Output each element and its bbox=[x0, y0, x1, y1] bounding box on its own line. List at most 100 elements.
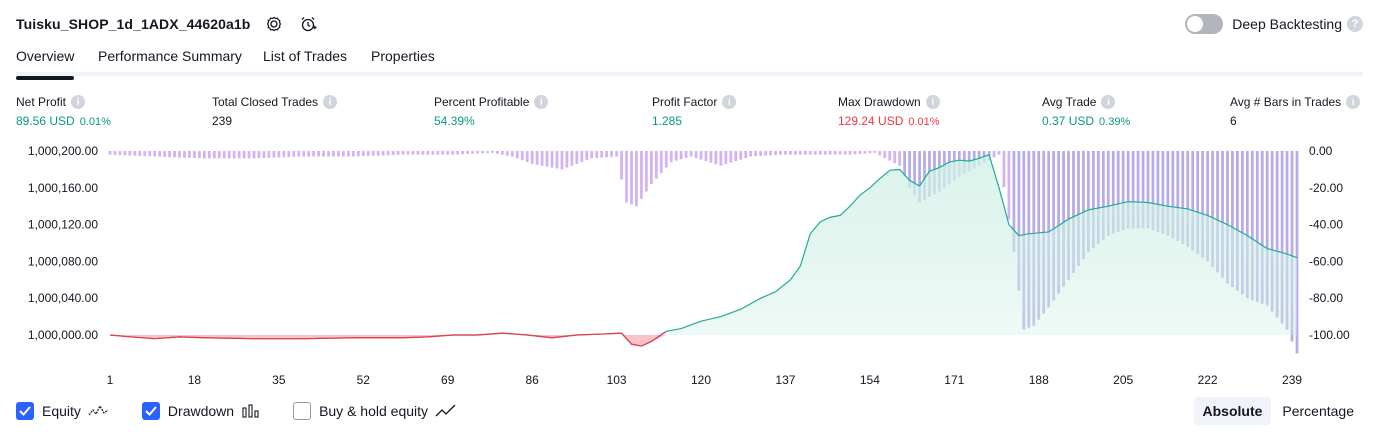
drawdown-bar bbox=[515, 151, 519, 159]
legend-label: Drawdown bbox=[167, 403, 235, 419]
drawdown-bar bbox=[808, 151, 812, 155]
drawdown-bar bbox=[337, 151, 340, 157]
drawdown-bar bbox=[346, 151, 350, 157]
checkbox-checked[interactable] bbox=[16, 402, 34, 420]
mode-percentage-button[interactable]: Percentage bbox=[1282, 403, 1354, 419]
metric-label: Percent Profitable bbox=[434, 95, 530, 109]
drawdown-bar bbox=[719, 151, 723, 166]
drawdown-bar bbox=[1072, 151, 1075, 273]
drawdown-bar bbox=[1265, 151, 1269, 306]
drawdown-bar bbox=[207, 151, 211, 159]
mode-absolute-button[interactable]: Absolute bbox=[1193, 397, 1272, 425]
drawdown-bar bbox=[873, 151, 877, 153]
drawdown-bar bbox=[361, 151, 365, 157]
x-axis-tick-label: 205 bbox=[1113, 373, 1133, 387]
info-icon[interactable]: i bbox=[1346, 95, 1361, 109]
help-icon[interactable]: ? bbox=[1347, 16, 1363, 32]
drawdown-bar bbox=[893, 151, 897, 164]
x-axis-tick-label: 86 bbox=[525, 373, 539, 387]
x-axis-tick-label: 188 bbox=[1029, 373, 1049, 387]
metric-percent: 0.01% bbox=[79, 116, 111, 128]
drawdown-bar bbox=[779, 151, 782, 155]
drawdown-bar bbox=[823, 151, 827, 155]
report-header: Tuisku_SHOP_1d_1ADX_44620a1b bbox=[16, 12, 318, 36]
drawdown-bar bbox=[729, 151, 733, 163]
metric-value: 1.285 bbox=[652, 114, 683, 128]
metric-label: Net Profit bbox=[16, 95, 67, 109]
drawdown-bar bbox=[1280, 151, 1284, 324]
drawdown-bar bbox=[898, 151, 902, 166]
drawdown-bar bbox=[585, 151, 589, 161]
drawdown-bar bbox=[1216, 151, 1219, 273]
drawdown-bar bbox=[644, 151, 648, 192]
drawdown-bar bbox=[505, 151, 509, 156]
drawdown-bar bbox=[183, 151, 186, 158]
drawdown-bar bbox=[138, 151, 142, 156]
drawdown-bar bbox=[600, 151, 604, 158]
info-icon[interactable]: i bbox=[925, 95, 940, 109]
drawdown-bar bbox=[342, 151, 345, 157]
drawdown-bar bbox=[1290, 151, 1294, 342]
tab-properties[interactable]: Properties bbox=[371, 48, 435, 64]
equity-area bbox=[110, 154, 1297, 335]
metric-label: Total Closed Trades bbox=[212, 95, 319, 109]
checkbox-unchecked[interactable] bbox=[293, 402, 312, 420]
legend-drawdown[interactable]: Drawdown bbox=[141, 402, 261, 420]
tab-overview[interactable]: Overview bbox=[16, 48, 75, 80]
drawdown-bar bbox=[654, 151, 658, 179]
drawdown-bar bbox=[128, 151, 132, 156]
drawdown-bar bbox=[227, 151, 231, 159]
alarm-clock-plus-icon[interactable] bbox=[298, 14, 318, 34]
checkbox-checked[interactable] bbox=[141, 402, 160, 420]
drawdown-bar bbox=[133, 151, 137, 156]
drawdown-bar bbox=[332, 151, 335, 157]
metric-percent-profitable: Percent Profitable i 54.39% bbox=[434, 94, 549, 130]
drawdown-bar bbox=[520, 151, 524, 161]
drawdown-bar bbox=[1295, 151, 1299, 354]
drawdown-bar bbox=[456, 151, 460, 155]
drawdown-bar bbox=[843, 151, 847, 155]
legend-buy-hold[interactable]: Buy & hold equity bbox=[293, 402, 457, 420]
equity-drawdown-chart[interactable]: 1,000,200.00 1,000,160.00 1,000,120.00 1,00… bbox=[0, 140, 1379, 390]
drawdown-bar bbox=[913, 151, 916, 196]
drawdown-bar bbox=[217, 151, 221, 159]
tab-performance-summary[interactable]: Performance Summary bbox=[98, 48, 242, 64]
drawdown-bar bbox=[436, 151, 440, 155]
drawdown-bar bbox=[888, 151, 892, 161]
drawdown-bar bbox=[1181, 151, 1185, 244]
info-icon[interactable]: i bbox=[323, 95, 338, 109]
info-icon[interactable]: i bbox=[1101, 95, 1116, 109]
drawdown-bar bbox=[679, 151, 683, 160]
drawdown-bar bbox=[997, 151, 1001, 155]
drawdown-bar bbox=[1285, 151, 1289, 330]
tab-list-of-trades[interactable]: List of Trades bbox=[263, 48, 348, 64]
drawdown-bar bbox=[1146, 151, 1150, 229]
drawdown-bar bbox=[327, 151, 330, 157]
deep-backtesting-toggle[interactable] bbox=[1185, 14, 1224, 34]
drawdown-bar bbox=[222, 151, 226, 159]
info-icon[interactable]: i bbox=[722, 95, 737, 109]
drawdown-bar bbox=[302, 151, 306, 157]
drawdown-bar bbox=[267, 151, 271, 158]
drawdown-bar bbox=[1206, 151, 1210, 262]
drawdown-bar bbox=[754, 151, 758, 157]
drawdown-bar bbox=[605, 151, 609, 158]
metric-value: 54.39% bbox=[434, 114, 475, 128]
drawdown-bar bbox=[793, 151, 797, 155]
drawdown-bar bbox=[545, 151, 549, 167]
legend-equity[interactable]: Equity bbox=[16, 402, 110, 420]
drawdown-bar bbox=[540, 151, 544, 166]
drawdown-bar bbox=[1106, 151, 1110, 236]
drawdown-bar bbox=[500, 151, 504, 155]
x-axis-tick-label: 52 bbox=[357, 373, 371, 387]
info-icon[interactable]: i bbox=[534, 95, 549, 109]
drawdown-bar bbox=[848, 151, 852, 155]
metric-value: 0.37 USD bbox=[1042, 114, 1095, 128]
drawdown-bar bbox=[769, 151, 772, 156]
metric-label: Profit Factor bbox=[652, 95, 718, 109]
drawdown-bar bbox=[739, 151, 743, 160]
gear-icon[interactable] bbox=[264, 14, 284, 34]
drawdown-bar bbox=[1067, 151, 1070, 280]
info-icon[interactable]: i bbox=[71, 95, 86, 109]
drawdown-bar bbox=[1260, 151, 1264, 304]
